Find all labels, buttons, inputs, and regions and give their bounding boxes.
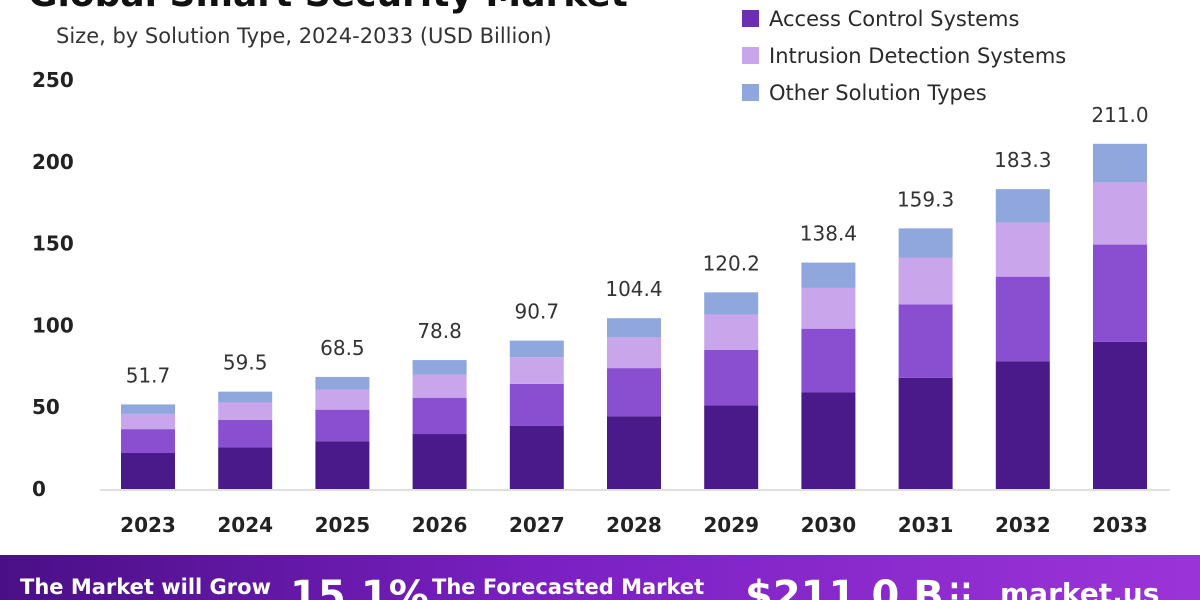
y-tick-label: 150 (32, 232, 74, 256)
bar-segment-2027-s0 (509, 425, 564, 489)
banner-forecast-value: $211.0 B (745, 573, 944, 600)
bar-segment-2026-s2 (412, 374, 467, 398)
bar-segment-2030-s2 (801, 287, 856, 329)
data-label-2026: 78.8 (417, 319, 462, 343)
bar-segment-2026-s1 (412, 397, 467, 435)
bar-segment-2032-s1 (995, 276, 1050, 362)
bar-segment-2030-s1 (801, 328, 856, 393)
bar-segment-2025-s1 (315, 409, 370, 442)
bar-segment-2030-s3 (801, 262, 856, 288)
legend-label-intrusion-detection: Intrusion Detection Systems (769, 43, 1067, 68)
bar-segment-2028-s0 (607, 416, 661, 489)
legend-item-access-control: Access Control Systems (742, 0, 1066, 37)
legend-item-other-solution: Other Solution Types (742, 74, 1066, 111)
banner-grow-text: The Market will Grow (20, 575, 271, 599)
x-tick-label-2023: 2023 (120, 513, 176, 537)
legend-swatch-other-solution (742, 84, 759, 101)
x-tick-label-2031: 2031 (898, 513, 954, 537)
bar-segment-2023-s0 (121, 453, 175, 489)
bar-segment-2032-s0 (995, 361, 1050, 489)
data-label-2024: 59.5 (223, 351, 268, 375)
legend-label-other-solution: Other Solution Types (769, 80, 987, 105)
legend-label-access-control: Access Control Systems (769, 6, 1020, 31)
chart-title-wrap: Global Smart Security Market (28, 0, 728, 14)
bar-segment-2030-s0 (801, 392, 856, 489)
legend-item-intrusion-detection: Intrusion Detection Systems (742, 37, 1066, 74)
stacked-bar-chart: 0 50 100 150 200 250 51.7 2023 59.5 2024 68.5 2025 7… (32, 68, 1170, 537)
bar-segment-2031-s1 (898, 304, 953, 378)
bar-segment-2023-s3 (121, 404, 175, 414)
bar-segment-2027-s2 (509, 357, 564, 384)
bar-segment-2033-s0 (1093, 341, 1147, 489)
bar-segment-2027-s1 (509, 383, 564, 426)
bar-segment-2024-s2 (218, 402, 273, 420)
footer-banner: The Market will Grow 15.1% The Forecaste… (0, 555, 1200, 600)
data-label-2027: 90.7 (515, 300, 560, 324)
bar-segment-2033-s1 (1093, 244, 1147, 342)
bar-segment-2023-s2 (121, 413, 175, 430)
bar-segment-2024-s1 (218, 419, 273, 448)
logo-icon: ∷ (950, 575, 971, 600)
data-label-2023: 51.7 (126, 363, 171, 387)
bar-segment-2029-s0 (704, 405, 759, 489)
banner-cagr-value: 15.1% (290, 573, 429, 600)
bar-segment-2032-s2 (995, 222, 1050, 277)
bar-segment-2025-s0 (315, 441, 370, 489)
chart-legend: Access Control Systems Intrusion Detecti… (742, 0, 1066, 111)
bar-segment-2024-s0 (218, 447, 273, 489)
chart-title: Global Smart Security Market (28, 0, 728, 14)
bar-segment-2025-s3 (315, 376, 370, 390)
y-tick-label: 0 (32, 477, 46, 501)
logo-text: market.us (1000, 577, 1160, 600)
x-tick-label-2026: 2026 (412, 513, 468, 537)
data-label-2029: 120.2 (703, 251, 760, 275)
data-label-2032: 183.3 (994, 148, 1051, 172)
y-tick-label: 50 (32, 395, 60, 419)
legend-swatch-access-control (742, 10, 759, 27)
bar-segment-2032-s3 (995, 189, 1050, 223)
bar-segment-2026-s0 (412, 434, 467, 489)
x-tick-label-2024: 2024 (217, 513, 273, 537)
bar-segment-2033-s2 (1093, 182, 1147, 245)
bar-segment-2033-s3 (1093, 143, 1147, 183)
bar-segment-2029-s2 (704, 314, 759, 350)
x-tick-label-2032: 2032 (995, 513, 1051, 537)
data-label-2033: 211.0 (1091, 103, 1148, 127)
y-tick-label: 250 (32, 68, 74, 92)
x-tick-label-2028: 2028 (606, 513, 662, 537)
bar-segment-2025-s2 (315, 389, 370, 410)
banner-forecast-text: The Forecasted Market (432, 575, 705, 599)
chart-subtitle: Size, by Solution Type, 2024-2033 (USD B… (56, 24, 552, 48)
bar-segment-2028-s2 (607, 337, 661, 369)
bar-segment-2028-s1 (607, 368, 661, 417)
bar-segment-2029-s3 (704, 292, 759, 315)
bar-segment-2023-s1 (121, 429, 175, 454)
x-tick-label-2029: 2029 (703, 513, 759, 537)
x-tick-label-2027: 2027 (509, 513, 565, 537)
legend-swatch-intrusion-detection (742, 47, 759, 64)
y-tick-label: 200 (32, 150, 74, 174)
x-tick-label-2030: 2030 (801, 513, 857, 537)
bar-segment-2031-s3 (898, 228, 953, 258)
bar-segment-2026-s3 (412, 360, 467, 375)
bar-segment-2031-s2 (898, 257, 953, 305)
x-tick-label-2033: 2033 (1092, 513, 1148, 537)
data-label-2025: 68.5 (320, 336, 365, 360)
x-tick-label-2025: 2025 (315, 513, 371, 537)
bar-segment-2028-s3 (607, 318, 661, 338)
data-label-2031: 159.3 (897, 187, 954, 211)
brand-logo: ∷ market.us (950, 573, 1190, 600)
bar-segment-2031-s0 (898, 377, 953, 489)
data-label-2030: 138.4 (800, 222, 857, 246)
bar-segment-2024-s3 (218, 391, 273, 403)
bar-segment-2027-s3 (509, 340, 564, 358)
data-label-2028: 104.4 (605, 277, 662, 301)
bar-segment-2029-s1 (704, 349, 759, 406)
y-tick-label: 100 (32, 313, 74, 337)
